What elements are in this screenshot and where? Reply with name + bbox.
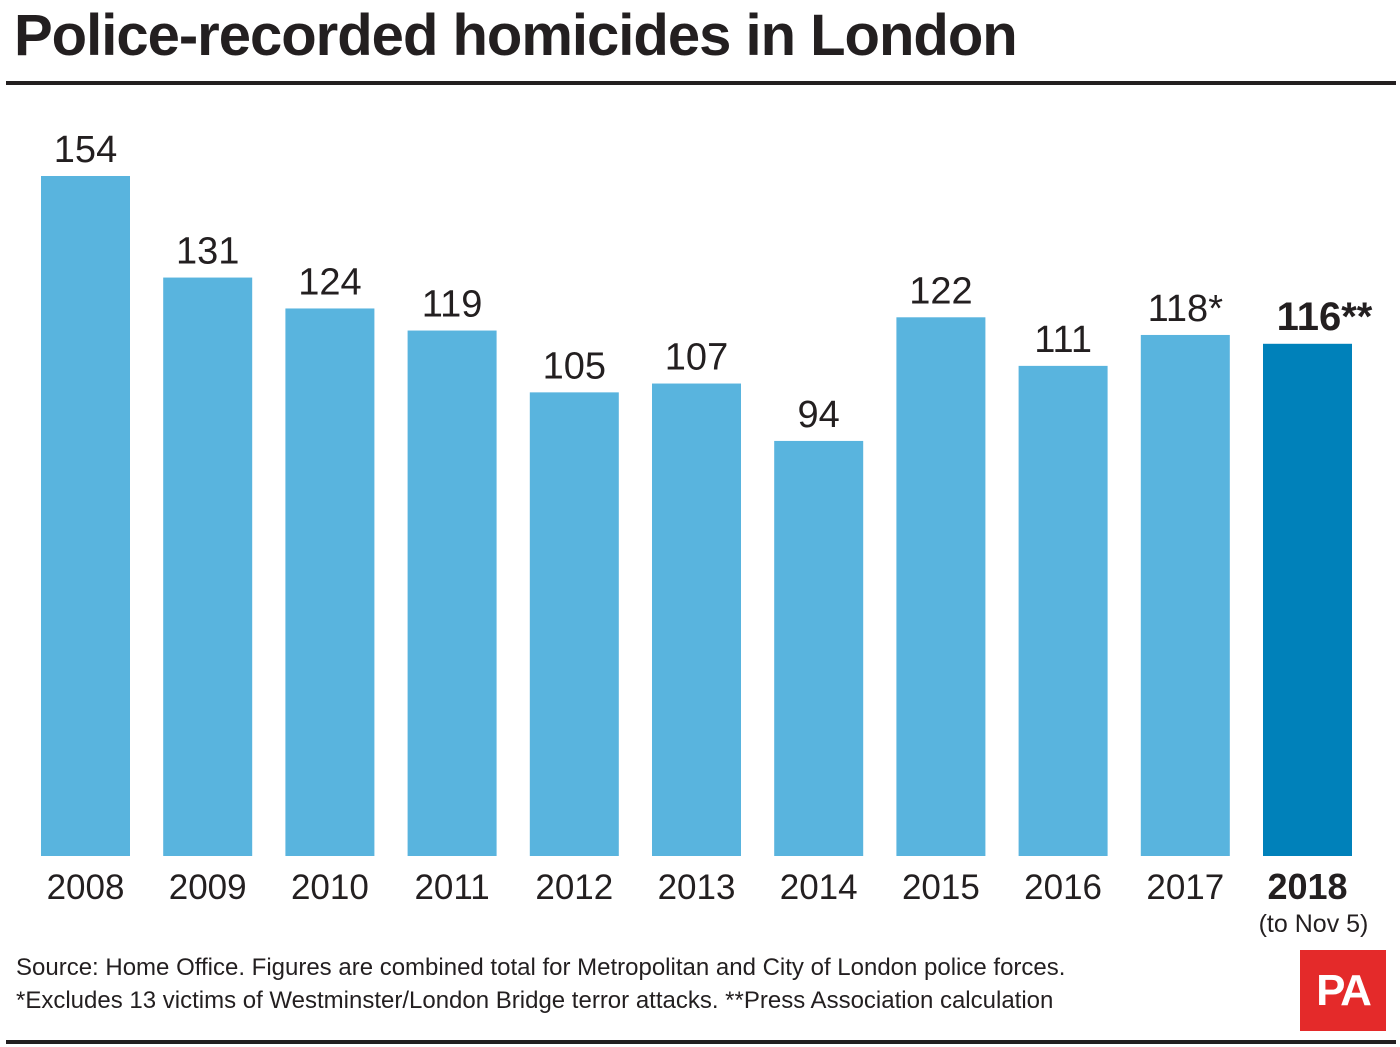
bar-2014 — [774, 440, 864, 856]
data-label-2010: 124 — [298, 261, 361, 303]
data-label-2012: 105 — [543, 345, 606, 387]
bar-chart: 154 2008 131 2009 124 2010 119 2011 105 2012 107 20… — [41, 129, 1373, 938]
tick-label-2014: 2014 — [780, 868, 858, 907]
footnote: *Excludes 13 victims of Westminster/Lond… — [16, 987, 1054, 1014]
tick-label-2018: 2018 — [1267, 866, 1347, 907]
bottom-divider — [6, 1040, 1396, 1044]
bar-2016 — [1018, 365, 1108, 856]
bar-2011 — [407, 330, 497, 857]
data-label-2017: 118* — [1148, 288, 1224, 330]
tick-label-2008: 2008 — [47, 868, 125, 907]
bar-2017 — [1140, 334, 1230, 856]
tick-label-2010: 2010 — [291, 868, 369, 907]
tick-label-2013: 2013 — [658, 868, 736, 907]
tick-sublabel-2018: (to Nov 5) — [1259, 910, 1369, 938]
data-label-2015: 122 — [909, 270, 972, 312]
data-label-2013: 107 — [665, 337, 728, 379]
data-label-2009: 131 — [176, 231, 239, 273]
data-label-2018: 116** — [1277, 295, 1373, 339]
title-divider — [6, 81, 1396, 85]
tick-label-2015: 2015 — [902, 868, 980, 907]
bar-2009 — [163, 277, 253, 856]
bar-2015 — [896, 317, 986, 856]
bar-2012 — [529, 392, 619, 856]
tick-label-2009: 2009 — [169, 868, 247, 907]
footnotes: Source: Home Office. Figures are combine… — [16, 951, 1065, 1017]
page-title: Police-recorded homicides in London — [14, 3, 1018, 68]
data-label-2008: 154 — [54, 129, 117, 171]
tick-label-2017: 2017 — [1146, 868, 1224, 907]
bar-2013 — [652, 383, 741, 856]
data-label-2014: 94 — [798, 394, 840, 436]
tick-label-2016: 2016 — [1024, 868, 1102, 907]
data-label-2011: 119 — [422, 284, 483, 326]
bar-2018 — [1263, 343, 1352, 856]
bar-2008 — [41, 176, 130, 856]
pa-logo: PA — [1300, 950, 1386, 1031]
tick-label-2011: 2011 — [414, 868, 489, 907]
tick-label-2012: 2012 — [535, 868, 613, 907]
bar-2010 — [285, 308, 375, 856]
data-label-2016: 111 — [1034, 319, 1092, 361]
source-note: Source: Home Office. Figures are combine… — [16, 954, 1066, 981]
